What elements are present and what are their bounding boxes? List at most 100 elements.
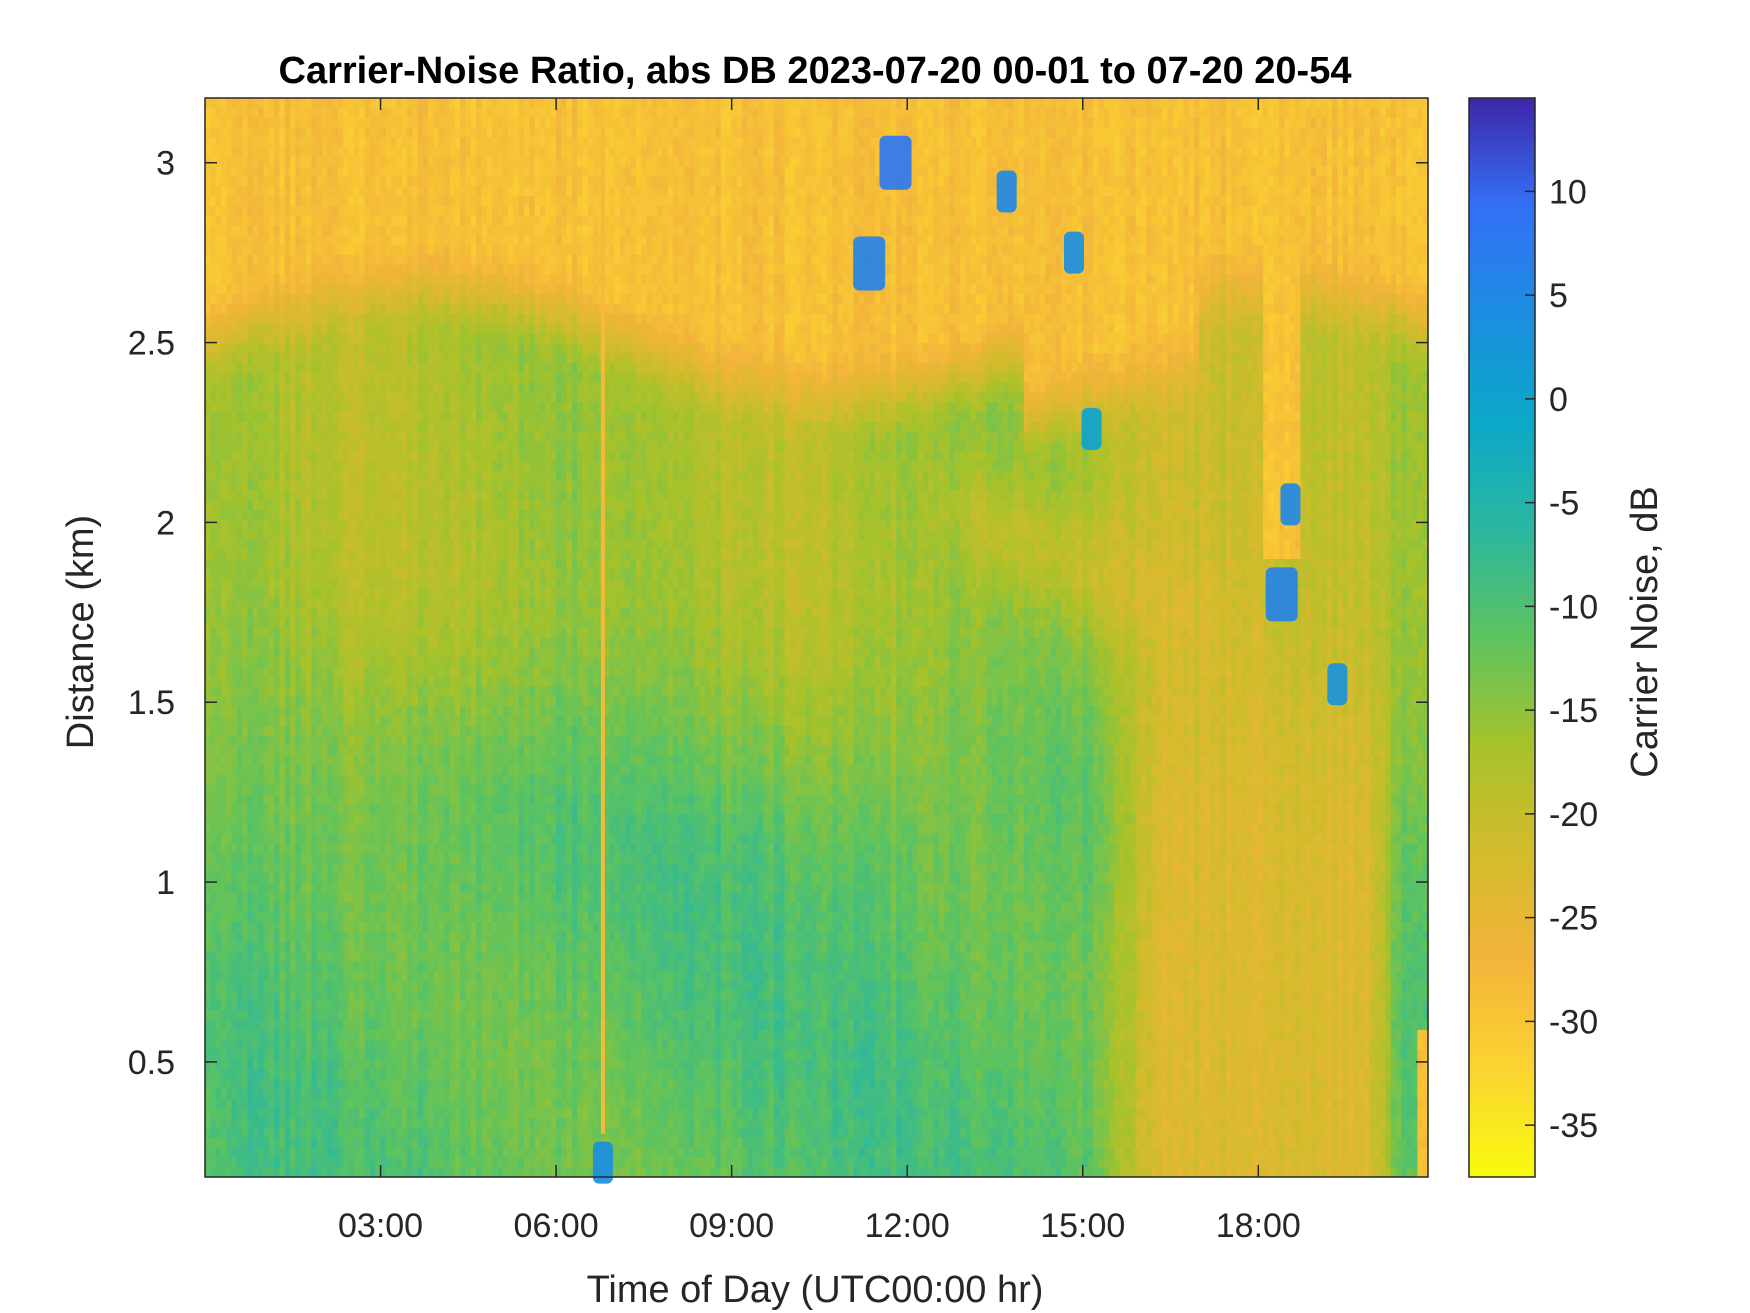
- heatmap-cell: [242, 1098, 249, 1109]
- heatmap-cell: [215, 490, 222, 501]
- heatmap-cell: [311, 951, 318, 962]
- heatmap-cell: [247, 460, 254, 472]
- heatmap-cell: [316, 912, 323, 923]
- heatmap-cell: [391, 225, 398, 236]
- heatmap-cell: [220, 794, 227, 805]
- heatmap-cell: [242, 872, 249, 884]
- heatmap-cell: [332, 863, 339, 874]
- heatmap-cell: [369, 176, 376, 187]
- heatmap-cell: [316, 421, 323, 433]
- heatmap-cell: [337, 549, 344, 560]
- heatmap-cell: [337, 774, 344, 786]
- heatmap-cell: [391, 804, 398, 815]
- heatmap-cell: [438, 1069, 445, 1080]
- heatmap-cell: [226, 921, 233, 933]
- heatmap-cell: [327, 1010, 334, 1021]
- heatmap-cell: [231, 598, 238, 609]
- heatmap-cell: [423, 313, 429, 325]
- heatmap-cell: [359, 196, 366, 207]
- heatmap-cell: [231, 1010, 238, 1021]
- heatmap-cell: [380, 666, 387, 678]
- heatmap-cell: [396, 1059, 403, 1070]
- heatmap-cell: [337, 637, 344, 648]
- heatmap-cell: [316, 1078, 323, 1090]
- heatmap-cell: [220, 441, 227, 452]
- heatmap-cell: [391, 117, 398, 129]
- heatmap-cell: [252, 245, 259, 256]
- heatmap-cell: [359, 765, 366, 776]
- heatmap-cell: [359, 647, 366, 658]
- heatmap-cell: [321, 490, 328, 501]
- heatmap-cell: [332, 961, 339, 972]
- heatmap-cell: [258, 156, 265, 168]
- heatmap-cell: [327, 892, 334, 903]
- heatmap-cell: [321, 637, 328, 648]
- heatmap-cell: [258, 313, 265, 325]
- heatmap-cell: [364, 755, 371, 766]
- heatmap-cell: [369, 1029, 376, 1041]
- heatmap-cell: [268, 254, 275, 266]
- heatmap-cell: [316, 225, 323, 236]
- heatmap-cell: [407, 784, 413, 796]
- heatmap-cell: [327, 912, 334, 923]
- heatmap-cell: [306, 196, 312, 207]
- heatmap-cell: [210, 147, 217, 158]
- heatmap-cell: [428, 686, 435, 697]
- heatmap-cell: [268, 647, 275, 658]
- heatmap-cell: [247, 755, 254, 766]
- heatmap-cell: [343, 117, 350, 129]
- heatmap-cell: [327, 941, 334, 952]
- heatmap-cell: [205, 843, 211, 854]
- heatmap-cell: [375, 902, 382, 913]
- heatmap-cell: [428, 1118, 435, 1129]
- heatmap-cell: [247, 382, 254, 393]
- heatmap-cell: [321, 774, 328, 786]
- heatmap-cell: [274, 225, 281, 236]
- heatmap-cell: [274, 284, 281, 295]
- heatmap-cell: [385, 509, 392, 521]
- heatmap-cell: [359, 1127, 366, 1139]
- heatmap-cell: [274, 382, 281, 393]
- heatmap-cell: [423, 480, 429, 491]
- heatmap-cell: [417, 1010, 424, 1021]
- heatmap-cell: [417, 1157, 424, 1168]
- heatmap-cell: [321, 323, 328, 335]
- heatmap-cell: [433, 294, 440, 305]
- heatmap-cell: [311, 156, 318, 168]
- heatmap-cell: [258, 578, 265, 590]
- heatmap-cell: [290, 500, 296, 511]
- heatmap-cell: [327, 578, 334, 590]
- heatmap-cell: [332, 284, 339, 295]
- heatmap-cell: [337, 863, 344, 874]
- heatmap-cell: [385, 559, 392, 570]
- heatmap-cell: [423, 196, 429, 207]
- heatmap-cell: [205, 1000, 211, 1011]
- heatmap-cell: [316, 990, 323, 1002]
- heatmap-cell: [242, 588, 249, 599]
- heatmap-cell: [252, 107, 259, 119]
- heatmap-cell: [252, 833, 259, 845]
- heatmap-cell: [407, 274, 413, 285]
- heatmap-cell: [438, 902, 445, 913]
- heatmap-cell: [423, 578, 429, 590]
- heatmap-cell: [407, 205, 413, 217]
- heatmap-cell: [226, 156, 233, 168]
- heatmap-cell: [401, 382, 408, 393]
- heatmap-cell: [231, 215, 238, 227]
- heatmap-cell: [220, 627, 227, 639]
- heatmap-cell: [417, 637, 424, 648]
- heatmap-cell: [279, 353, 286, 364]
- heatmap-cell: [279, 980, 286, 992]
- heatmap-cell: [268, 686, 275, 697]
- heatmap-cell: [423, 215, 429, 227]
- heatmap-cell: [428, 980, 435, 992]
- heatmap-cell: [348, 509, 355, 521]
- heatmap-cell: [433, 666, 440, 678]
- heatmap-cell: [385, 539, 392, 550]
- heatmap-cell: [252, 1059, 259, 1070]
- heatmap-cell: [348, 490, 355, 501]
- heatmap-cell: [364, 588, 371, 599]
- heatmap-cell: [407, 1147, 413, 1158]
- heatmap-cell: [364, 1049, 371, 1060]
- heatmap-cell: [300, 912, 307, 923]
